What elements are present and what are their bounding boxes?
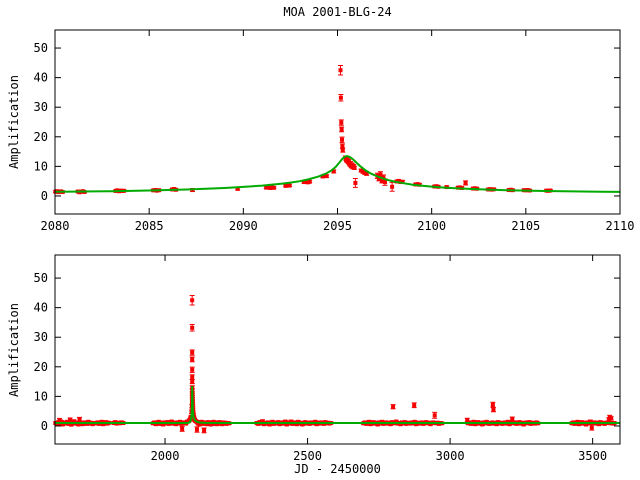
full-panel-x-tick-label: 3000: [436, 449, 465, 463]
zoom-panel-x-tick-label: 2105: [511, 219, 540, 233]
zoom-panel-x-tick-label: 2080: [41, 219, 70, 233]
full-panel-frame: [54, 254, 621, 445]
full-panel-x-tick-label: 2500: [293, 449, 322, 463]
full-panel-y-tick-label: 30: [34, 330, 48, 344]
figure-title: MOA 2001-BLG-24: [283, 5, 392, 19]
zoom-panel-ticks: [54, 30, 621, 214]
full-panel-y-tick-label: 40: [34, 301, 48, 315]
full-panel-x-tick-label: 3500: [578, 449, 607, 463]
full-panel-model-curve: [55, 385, 620, 424]
zoom-panel-data-points: [53, 64, 553, 195]
zoom-panel-y-tick-label: 20: [34, 130, 48, 144]
full-panel-y-tick-label: 10: [34, 389, 48, 403]
bottom-x-axis-label: JD - 2450000: [294, 462, 381, 476]
full-panel-data-points: [53, 295, 617, 434]
zoom-panel-x-tick-label: 2085: [135, 219, 164, 233]
full-panel-ticks: [55, 255, 620, 444]
full-panel-y-tick-label: 50: [34, 271, 48, 285]
zoom-panel-model-curve: [54, 154, 621, 193]
zoom-panel-y-tick-label: 10: [34, 159, 48, 173]
full-panel: 2000 2500 3000 3500 0 10 20 30 40 50: [34, 254, 621, 463]
zoom-panel-x-tick-label: 2095: [323, 219, 352, 233]
zoom-panel-x-tick-label: 2110: [606, 219, 635, 233]
zoom-panel-y-tick-label: 40: [34, 71, 48, 85]
zoom-panel-y-tick-label: 30: [34, 100, 48, 114]
zoom-panel-y-tick-label: 50: [34, 41, 48, 55]
zoom-panel-x-tick-label: 2100: [417, 219, 446, 233]
full-panel-x-tick-label: 2000: [151, 449, 180, 463]
full-panel-y-tick-label: 0: [41, 419, 48, 433]
zoom-panel: 2080 2085 2090 2095 2100 2105 2110 0 10 20 30 40 50: [34, 29, 635, 233]
zoom-panel-frame: [54, 29, 621, 215]
zoom-panel-x-tick-label: 2090: [229, 219, 258, 233]
full-panel-y-tick-label: 20: [34, 360, 48, 374]
zoom-panel-y-tick-label: 0: [41, 189, 48, 203]
